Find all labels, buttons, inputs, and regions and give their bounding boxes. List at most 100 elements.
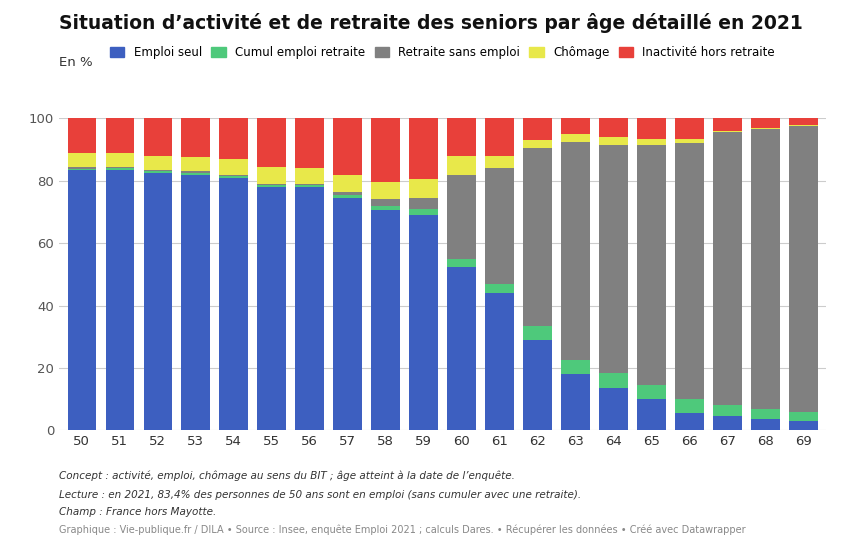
Bar <box>333 192 362 195</box>
Bar <box>524 118 552 140</box>
Bar <box>295 187 324 430</box>
Bar <box>561 374 590 430</box>
Bar <box>448 118 475 156</box>
Bar <box>751 420 780 430</box>
Bar <box>410 215 438 430</box>
Bar <box>410 209 438 215</box>
Bar <box>599 137 628 145</box>
Bar <box>637 385 666 399</box>
Bar <box>181 118 210 158</box>
Bar <box>486 118 513 156</box>
Bar <box>372 118 400 182</box>
Bar <box>448 259 475 267</box>
Bar <box>599 145 628 373</box>
Bar <box>105 167 134 168</box>
Bar <box>486 168 513 284</box>
Bar <box>67 170 96 430</box>
Bar <box>372 210 400 430</box>
Bar <box>561 134 590 142</box>
Bar <box>333 198 362 430</box>
Bar <box>143 173 172 430</box>
Bar <box>181 158 210 172</box>
Bar <box>561 360 590 374</box>
Bar <box>410 179 438 198</box>
Bar <box>524 340 552 430</box>
Bar <box>486 293 513 430</box>
Text: Situation d’activité et de retraite des seniors par âge détaillé en 2021: Situation d’activité et de retraite des … <box>59 13 803 33</box>
Bar <box>789 125 818 126</box>
Bar <box>105 153 134 167</box>
Bar <box>486 156 513 168</box>
Bar <box>333 118 362 174</box>
Text: Lecture : en 2021, 83,4% des personnes de 50 ans sont en emploi (sans cumuler av: Lecture : en 2021, 83,4% des personnes d… <box>59 490 581 500</box>
Bar <box>67 167 96 168</box>
Bar <box>486 284 513 293</box>
Bar <box>295 118 324 168</box>
Bar <box>67 153 96 167</box>
Bar <box>789 421 818 430</box>
Bar <box>524 140 552 148</box>
Bar <box>67 118 96 153</box>
Text: En %: En % <box>59 56 93 69</box>
Bar <box>257 186 286 187</box>
Bar <box>410 198 438 209</box>
Bar <box>637 118 666 139</box>
Bar <box>333 174 362 192</box>
Bar <box>448 174 475 259</box>
Bar <box>219 118 248 159</box>
Legend: Emploi seul, Cumul emploi retraite, Retraite sans emploi, Chômage, Inactivité ho: Emploi seul, Cumul emploi retraite, Retr… <box>110 46 775 59</box>
Bar <box>448 267 475 430</box>
Bar <box>713 406 742 416</box>
Bar <box>675 139 704 143</box>
Bar <box>257 187 286 430</box>
Bar <box>751 129 780 408</box>
Bar <box>524 326 552 340</box>
Bar <box>713 118 742 131</box>
Bar <box>524 148 552 326</box>
Bar <box>713 131 742 132</box>
Bar <box>751 128 780 129</box>
Bar <box>713 132 742 406</box>
Bar <box>675 143 704 399</box>
Bar <box>295 186 324 187</box>
Text: Champ : France hors Mayotte.: Champ : France hors Mayotte. <box>59 507 217 517</box>
Bar <box>372 206 400 210</box>
Bar <box>257 167 286 184</box>
Bar <box>219 178 248 430</box>
Bar <box>181 172 210 173</box>
Bar <box>257 118 286 167</box>
Bar <box>105 170 134 430</box>
Bar <box>181 174 210 430</box>
Bar <box>751 408 780 420</box>
Bar <box>448 156 475 174</box>
Bar <box>333 195 362 198</box>
Bar <box>219 159 248 174</box>
Bar <box>67 168 96 170</box>
Bar <box>105 118 134 153</box>
Bar <box>295 168 324 184</box>
Bar <box>181 173 210 174</box>
Bar <box>675 399 704 413</box>
Bar <box>561 118 590 134</box>
Bar <box>372 182 400 200</box>
Bar <box>789 412 818 421</box>
Bar <box>599 388 628 430</box>
Bar <box>219 174 248 176</box>
Bar <box>295 184 324 186</box>
Bar <box>561 142 590 360</box>
Bar <box>410 118 438 179</box>
Bar <box>713 416 742 430</box>
Text: Concept : activité, emploi, chômage au sens du BIT ; âge atteint à la date de l’: Concept : activité, emploi, chômage au s… <box>59 471 515 482</box>
Bar <box>637 145 666 385</box>
Text: Graphique : Vie-publique.fr / DILA • Source : Insee, enquête Emploi 2021 ; calcu: Graphique : Vie-publique.fr / DILA • Sou… <box>59 525 746 535</box>
Bar <box>257 184 286 186</box>
Bar <box>143 170 172 172</box>
Bar <box>143 172 172 173</box>
Bar <box>637 139 666 145</box>
Bar <box>789 126 818 412</box>
Bar <box>675 413 704 430</box>
Bar <box>751 118 780 128</box>
Bar <box>105 168 134 170</box>
Bar <box>143 156 172 170</box>
Bar <box>599 373 628 388</box>
